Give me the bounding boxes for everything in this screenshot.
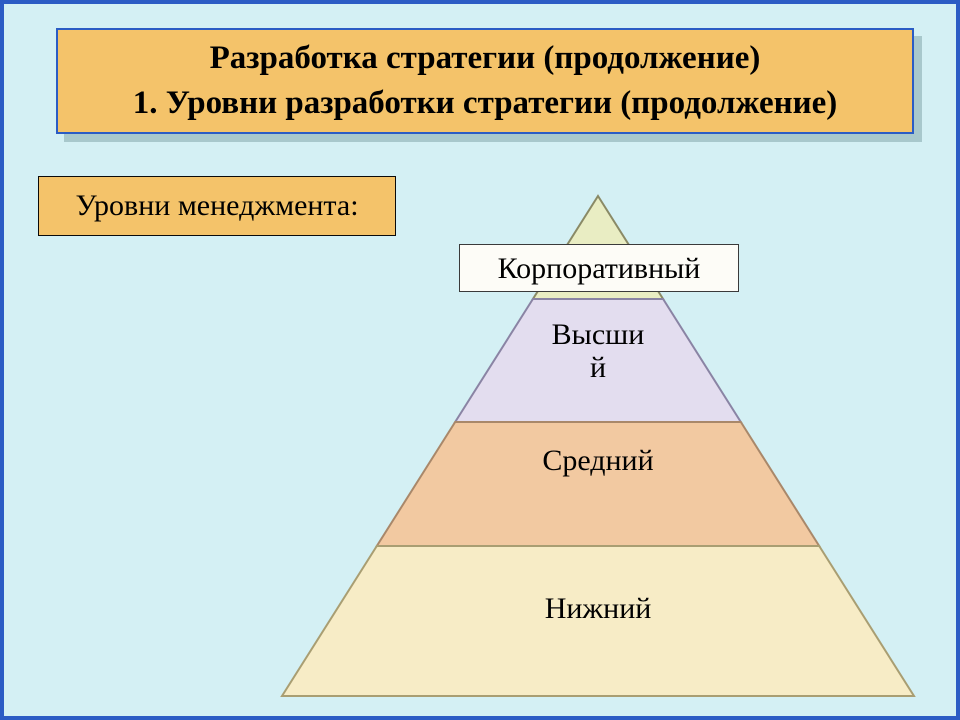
pyramid-label-upper-line1: Высши	[552, 318, 645, 351]
pyramid-level-middle	[377, 422, 819, 546]
pyramid-label-middle: Средний	[508, 444, 688, 477]
pyramid-label-lower: Нижний	[508, 592, 688, 625]
apex-label-text: Корпоративный	[498, 252, 701, 285]
slide: Разработка стратегии (продолжение) 1. Ур…	[0, 0, 960, 720]
pyramid-label-upper: Высши й	[538, 318, 658, 384]
pyramid-diagram	[4, 4, 960, 720]
apex-label-box: Корпоративный	[459, 244, 739, 292]
pyramid-label-upper-line2: й	[590, 351, 606, 384]
